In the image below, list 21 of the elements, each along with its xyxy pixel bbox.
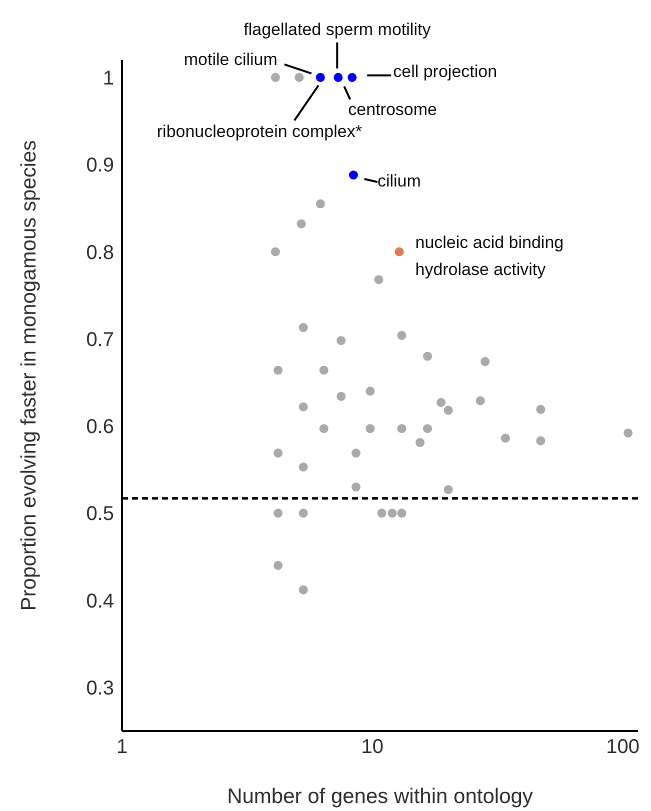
annotation: flagellated sperm motility [244,20,432,39]
y-tick-label: 0.4 [86,590,114,612]
x-tick-label: 100 [606,736,640,758]
y-tick-label: 1 [102,68,114,90]
y-tick-label: 0.5 [86,503,114,526]
annotation: motile cilium [184,50,278,69]
annotation: hydrolase activity [415,260,546,280]
x-tick-label: 10 [361,736,384,758]
y-tick-label: 0.3 [86,678,114,700]
x-axis-title: Number of genes within ontology [227,785,534,808]
annotation: cilium [377,172,421,191]
annotation: ribonucleoprotein complex* [156,122,362,141]
y-tick-label: 0.7 [86,328,114,351]
x-tick-label: 1 [116,736,128,758]
y-tick-label: 0.8 [86,242,114,264]
annotation: nucleic acid binding [415,233,564,252]
y-tick-label: 0.6 [86,416,114,438]
annotation: centrosome [348,100,438,119]
annotation: cell projection [393,62,498,81]
y-tick-label: 0.9 [86,154,114,177]
y-axis-title: Proportion evolving faster in monogamous species [18,140,41,611]
